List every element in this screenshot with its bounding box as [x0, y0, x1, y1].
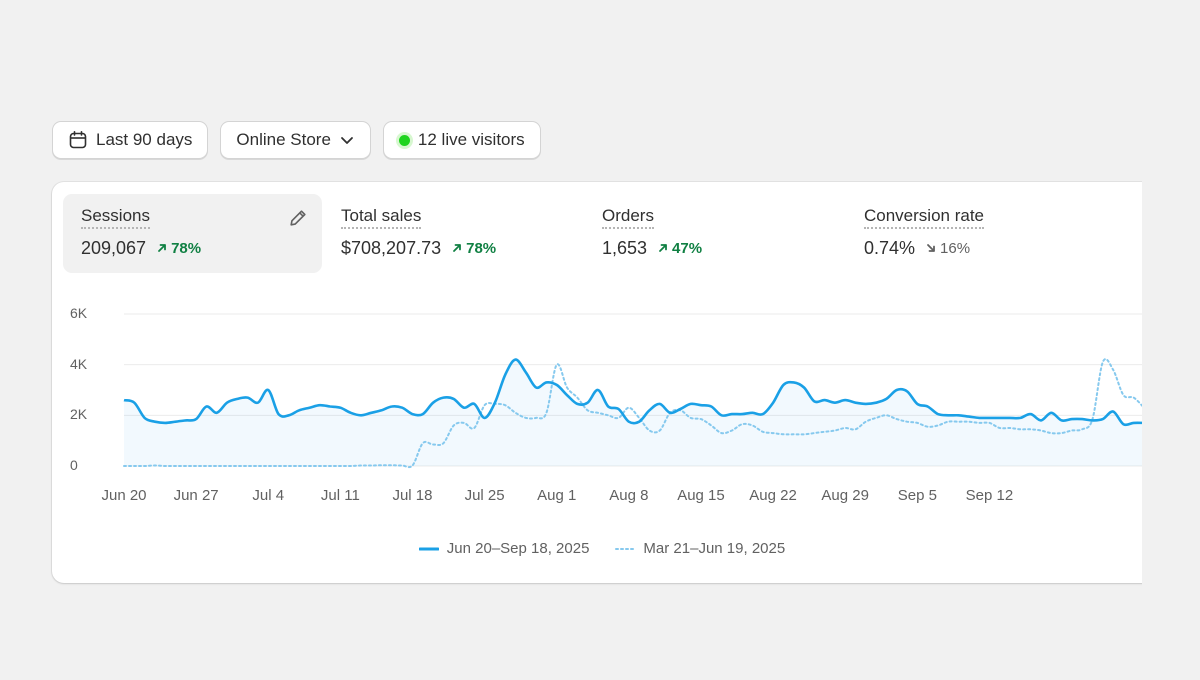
- metric-value: 209,067: [81, 238, 147, 258]
- metric-tab-orders[interactable]: Orders 1,653 47%: [584, 194, 843, 273]
- metric-tab-sessions[interactable]: Sessions 209,067 78%: [63, 194, 322, 273]
- arrow-up-right-icon: [659, 244, 667, 252]
- solid-line-swatch-icon: [418, 547, 439, 550]
- x-tick-label: Aug 29: [821, 487, 869, 504]
- live-status-dot-icon: [398, 134, 410, 146]
- x-tick-label: Jun 27: [173, 487, 219, 504]
- analytics-card: Sessions 209,067 78% Total sales $708,20…: [52, 182, 1200, 583]
- metric-delta-value: 16%: [940, 239, 971, 257]
- date-range-button[interactable]: Last 90 days: [52, 121, 209, 159]
- y-tick-label: 6K: [70, 305, 88, 321]
- metric-value: 0.74%: [864, 238, 916, 258]
- channel-label: Online Store: [236, 130, 331, 149]
- metric-value: 1,653: [602, 238, 648, 258]
- x-tick-label: Jun 20: [101, 487, 147, 504]
- legend-item-previous[interactable]: Mar 21–Jun 19, 2025: [615, 540, 785, 557]
- x-tick-label: Jul 25: [464, 487, 505, 504]
- calendar-icon: [69, 130, 87, 149]
- series-line-previous: [123, 358, 1145, 469]
- x-tick-label: Jul 4: [252, 487, 285, 504]
- metric-title: Total sales: [341, 206, 422, 229]
- legend-item-current[interactable]: Jun 20–Sep 18, 2025: [418, 540, 590, 557]
- dotted-line-swatch-icon: [615, 547, 636, 550]
- chart-legend: Jun 20–Sep 18, 2025 Mar 21–Jun 19, 2025: [52, 540, 1152, 557]
- metric-delta-value: 78%: [171, 239, 202, 257]
- metric-title: Conversion rate: [864, 206, 985, 229]
- x-tick-label: Aug 22: [749, 487, 797, 504]
- live-visitors-button[interactable]: 12 live visitors: [382, 121, 541, 159]
- metric-delta-value: 78%: [466, 239, 497, 257]
- metric-delta: 78%: [156, 240, 201, 257]
- legend-label: Mar 21–Jun 19, 2025: [643, 540, 786, 557]
- filter-bar: Last 90 days Online Store 12 live visito…: [52, 121, 541, 159]
- metric-title: Sessions: [81, 206, 150, 229]
- y-tick-label: 0: [70, 457, 78, 473]
- metric-delta: 16%: [925, 240, 970, 257]
- series-line-current: [123, 358, 1145, 427]
- x-tick-label: Aug 15: [677, 487, 725, 504]
- series-area-current: [124, 359, 1144, 466]
- metric-delta: 78%: [451, 240, 496, 257]
- chevron-down-icon: [341, 137, 353, 144]
- channel-select[interactable]: Online Store: [220, 121, 371, 159]
- metric-tab-total-sales[interactable]: Total sales $708,207.73 78%: [323, 194, 582, 273]
- legend-label: Jun 20–Sep 18, 2025: [446, 540, 590, 557]
- y-tick-label: 4K: [70, 355, 88, 372]
- x-tick-label: Jul 18: [392, 487, 433, 504]
- metric-delta: 47%: [657, 240, 702, 257]
- x-tick-label: Sep 12: [965, 487, 1014, 504]
- viewport-edge: [1142, 180, 1200, 600]
- metric-delta-value: 47%: [672, 239, 703, 257]
- arrow-up-right-icon: [453, 244, 462, 252]
- x-tick-label: Jul 11: [320, 487, 360, 504]
- y-tick-label: 2K: [70, 406, 88, 423]
- x-tick-label: Aug 1: [537, 487, 577, 504]
- metric-title: Orders: [602, 206, 654, 229]
- arrow-up-right-icon: [158, 244, 166, 252]
- x-tick-label: Aug 8: [609, 487, 649, 504]
- pencil-edit-icon[interactable]: [288, 208, 308, 228]
- metric-tab-conversion-rate[interactable]: Conversion rate 0.74% 16%: [846, 194, 1105, 273]
- x-tick-label: Sep 5: [897, 487, 937, 504]
- arrow-down-right-icon: [927, 244, 935, 252]
- date-range-label: Last 90 days: [96, 130, 193, 149]
- live-visitors-label: 12 live visitors: [417, 130, 525, 149]
- metric-value: $708,207.73: [341, 238, 442, 258]
